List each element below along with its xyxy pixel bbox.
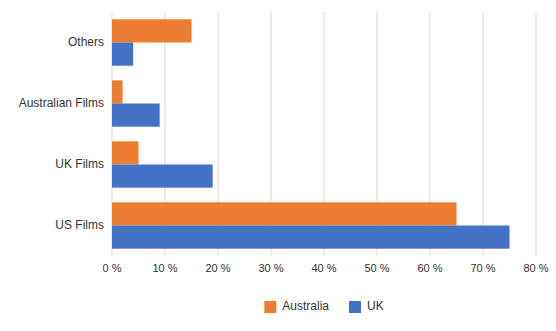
x-tick-label: 20 % — [205, 262, 230, 274]
x-tick-label: 80 % — [523, 262, 548, 274]
bar — [112, 226, 510, 249]
y-axis: US Films UK Films Australian Films Others — [19, 35, 104, 232]
bars — [112, 19, 510, 248]
legend-swatch — [349, 301, 361, 313]
legend-swatch — [264, 301, 276, 313]
legend-label: UK — [367, 299, 384, 313]
x-tick-label: 60 % — [417, 262, 442, 274]
chart-container: 0 % 10 % 20 % 30 % 40 % 50 % 60 % 70 % 80 % US Fi… — [0, 0, 556, 331]
grid-line — [536, 12, 537, 256]
x-tick-label: 10 % — [152, 262, 177, 274]
bar — [112, 19, 192, 42]
bar — [112, 43, 133, 66]
grid — [112, 12, 536, 256]
bar — [112, 165, 213, 188]
bar — [112, 202, 457, 225]
category-label: Australian Films — [19, 96, 104, 110]
grid-line — [483, 12, 484, 256]
x-tick-label: 30 % — [258, 262, 283, 274]
x-tick-label: 50 % — [364, 262, 389, 274]
chart-svg: 0 % 10 % 20 % 30 % 40 % 50 % 60 % 70 % 80 % US Fi… — [0, 0, 556, 331]
legend-item: Australia — [264, 299, 329, 313]
bar — [112, 104, 160, 127]
bar — [112, 80, 123, 103]
x-tick-label: 40 % — [311, 262, 336, 274]
x-tick-label: 70 % — [470, 262, 495, 274]
x-axis: 0 % 10 % 20 % 30 % 40 % 50 % 60 % 70 % 80 % — [103, 262, 549, 274]
legend-item: UK — [349, 299, 384, 313]
x-tick-label: 0 % — [103, 262, 122, 274]
category-label: Others — [68, 35, 104, 49]
category-label: US Films — [55, 218, 104, 232]
bar — [112, 141, 139, 164]
legend: Australia UK — [264, 299, 383, 313]
category-label: UK Films — [55, 157, 104, 171]
legend-label: Australia — [282, 299, 329, 313]
